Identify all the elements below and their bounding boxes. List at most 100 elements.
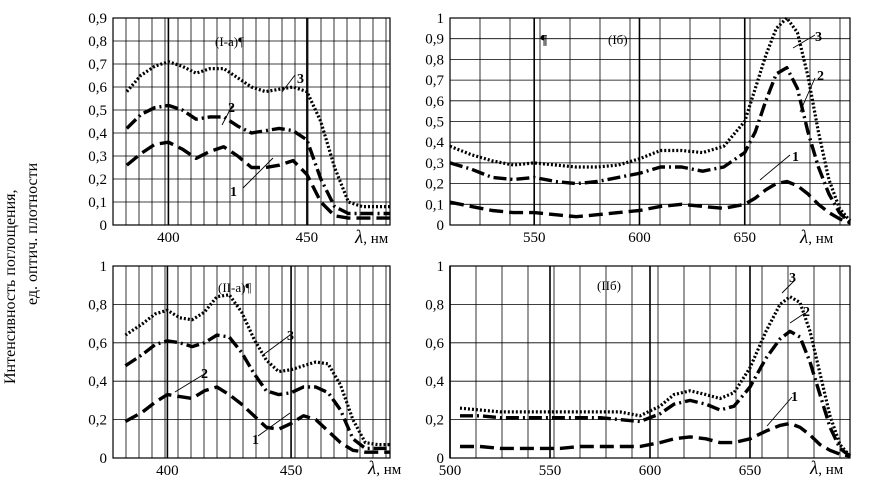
annotation-leader-line [242,157,274,189]
y-tick-label: 0,9 [425,32,444,48]
x-axis-label-symbol: λ [367,458,376,479]
x-axis-label: λ, нм [354,227,389,248]
series-line-3 [124,293,390,447]
annotation-leader-line [781,279,796,294]
panel-title: (Iб) [608,32,628,47]
y-tick-label: 1 [100,259,108,275]
y-tick-label: 0,6 [425,336,444,352]
y-tick-label: 0,6 [425,94,444,110]
x-tick-label: 400 [157,230,180,246]
series-line-1 [125,140,390,220]
y-tick-label: 0,4 [88,374,107,390]
panel-title: (I-a)¶ [215,34,244,49]
plot-frame [449,265,851,459]
y-tick-label: 0,3 [88,149,107,165]
annotation-leader-line [262,334,291,356]
y-tick-label: 0,6 [88,80,107,96]
series-line-3 [449,16,852,222]
annotation-leader-line [174,372,207,393]
y-tick-label: 0,6 [88,336,107,352]
plot-frame [112,17,391,226]
panel-title: (IIб) [597,278,621,293]
pilcrow-mark: ¶ [540,33,548,48]
x-tick-label: 450 [296,230,319,246]
y-tick-label: 0,7 [88,57,107,73]
annotation-label-1: 1 [252,433,259,448]
chart-IIa: 0 0,2 0,4 0,6 0,8 1 400 450 λ, нм (II-a)¶ 3 2 1 [88,259,402,479]
y-tick-label: 0,2 [425,413,444,429]
x-axis-label: λ, нм [799,227,834,248]
annotation-leader-line [766,396,793,427]
x-axis-label-symbol: λ [809,458,818,479]
series-line-2 [125,103,390,216]
y-tick-label: 1 [437,259,445,275]
y-axis-label-line2: ед. оптич. плотности [24,162,41,305]
annotation-label-2: 2 [201,367,208,382]
annotation-leader-line [759,154,791,181]
plot-frame [112,265,391,459]
y-tick-label: 0,5 [425,115,444,131]
x-axis-label-symbol: λ [354,227,363,248]
annotation-leader-line [792,34,816,49]
y-tick-label: 0,2 [425,177,444,193]
x-tick-label: 500 [439,463,462,479]
y-tick-label: 0,8 [425,297,444,313]
x-tick-label: 600 [628,230,651,246]
annotation-label-2: 2 [228,101,235,116]
x-axis-label-unit: , нм [818,462,844,478]
annotation-leader-line [281,74,296,93]
y-tick-label: 0,4 [425,374,444,390]
x-tick-label: 450 [280,463,303,479]
x-tick-label: 650 [739,463,762,479]
series-line-2 [460,329,852,458]
y-tick-label: 0 [437,218,445,234]
y-tick-label: 0,4 [88,126,107,142]
x-axis-label: λ, нм [809,458,844,479]
chart-Ia: 0 0,1 0,2 0,3 0,4 0,5 0,6 0,7 0,8 0,9 400 450 λ, нм (… [88,11,391,248]
y-tick-label: 0,5 [88,103,107,119]
annotation-label-3: 3 [815,30,822,45]
y-tick-label: 0,2 [88,413,107,429]
x-axis-label: λ, нм [367,458,402,479]
y-tick-label: 0,1 [425,197,444,213]
x-axis-label-unit: , нм [376,462,402,478]
series-line-3 [459,295,852,458]
y-tick-label: 0,4 [425,135,444,151]
annotation-label-1: 1 [230,185,237,200]
series-line-2 [124,333,390,451]
y-tick-label: 0,2 [88,172,107,188]
y-tick-label: 0,9 [88,11,107,27]
x-tick-label: 550 [539,463,562,479]
annotation-label-3: 3 [789,271,796,286]
annotation-label-1: 1 [792,150,799,165]
annotation-label-1: 1 [791,390,798,405]
plot-frame [449,17,851,226]
y-tick-label: 1 [437,11,445,27]
x-tick-label: 650 [733,230,756,246]
annotation-label-2: 2 [803,305,810,320]
y-tick-label: 0 [437,451,445,467]
x-tick-label: 400 [156,463,179,479]
y-tick-label: 0,7 [425,73,444,89]
y-tick-label: 0 [100,451,108,467]
x-tick-label: 600 [639,463,662,479]
panel-title: (II-a)¶ [218,280,251,295]
series-line-1 [460,421,851,458]
series-line-1 [124,385,390,454]
series-line-2 [449,65,852,225]
chart-Ib: 0 0,1 0,2 0,3 0,4 0,5 0,6 0,7 0,8 0,9 1 550 600 650 λ,… [425,11,852,248]
annotation-label-2: 2 [817,69,824,84]
chart-IIb: 0 0,2 0,4 0,6 0,8 1 500 550 600 650 λ, нм (IIб) 3 2 1 [425,259,852,479]
x-tick-label: 550 [523,230,546,246]
y-tick-label: 0,8 [88,297,107,313]
annotation-leader-line [799,77,816,113]
annotation-leader-line [257,412,291,437]
annotation-leader-line [221,105,233,126]
series-line-1 [449,179,851,225]
y-tick-label: 0 [100,218,108,234]
y-tick-label: 0,1 [88,195,107,211]
y-tick-label: 0,8 [88,34,107,50]
x-axis-label-unit: , нм [363,231,389,247]
x-axis-label-symbol: λ [799,227,808,248]
